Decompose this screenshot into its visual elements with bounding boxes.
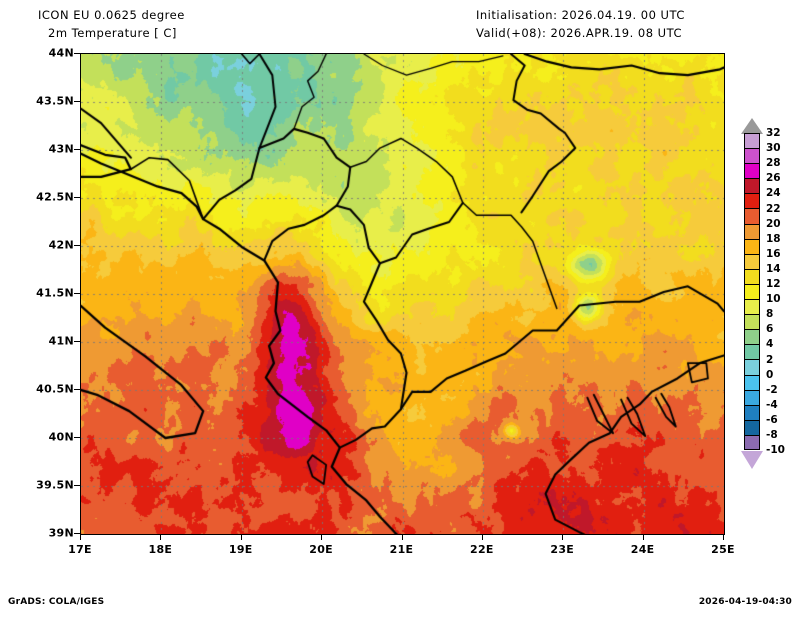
x-tick (562, 534, 564, 540)
y-tick-label: 41N (48, 334, 74, 348)
colorbar-tick-label: 6 (766, 323, 774, 336)
initialisation-text: Initialisation: 2026.04.19. 00 UTC (476, 8, 685, 22)
colorbar-tick-label: 32 (766, 127, 781, 139)
colorbar-tick-label: 4 (766, 338, 774, 351)
colorbar-under-arrow-icon (741, 451, 763, 469)
colorbar-cell[interactable] (744, 404, 760, 420)
y-tick (74, 485, 80, 486)
y-tick-label: 42.5N (36, 190, 74, 204)
colorbar-tick-label: 2 (766, 353, 774, 366)
colorbar-tick-label: 18 (766, 232, 781, 245)
colorbar-tick-label: 20 (766, 217, 781, 230)
colorbar-over-arrow-icon (741, 118, 763, 134)
colorbar-cell[interactable] (744, 268, 760, 284)
model-title: ICON EU 0.0625 degree (38, 8, 185, 22)
x-tick-label: 17E (68, 543, 92, 556)
y-tick (74, 149, 80, 150)
x-tick-label: 19E (228, 543, 253, 556)
y-tick-label: 39.5N (36, 478, 74, 492)
colorbar-tick-label: -6 (766, 413, 778, 426)
x-tick (160, 534, 162, 540)
colorbar-cell[interactable] (744, 208, 760, 224)
temperature-colorbar[interactable] (744, 133, 760, 450)
colorbar-tick-label: -4 (766, 398, 778, 411)
x-tick-label: 18E (148, 543, 173, 556)
colorbar-cell[interactable] (744, 253, 760, 269)
x-tick (481, 534, 483, 540)
x-tick-label: 25E (711, 543, 735, 556)
grads-credit: GrADS: COLA/IGES (8, 597, 105, 607)
colorbar-cell[interactable] (744, 283, 760, 300)
colorbar-cell[interactable] (744, 148, 760, 164)
colorbar-cell[interactable] (744, 344, 760, 360)
colorbar-cell[interactable] (744, 193, 760, 209)
valid-time-text: Valid(+08): 2026.APR.19. 08 UTC (476, 26, 682, 40)
y-tick (74, 245, 80, 246)
y-tick (74, 293, 80, 294)
colorbar-cell[interactable] (744, 223, 760, 239)
y-tick-label: 44N (48, 46, 74, 60)
colorbar-cell[interactable] (744, 389, 760, 405)
x-tick (321, 534, 323, 540)
y-tick (74, 53, 80, 54)
colorbar-tick-label: 12 (766, 278, 781, 290)
x-tick-label: 21E (389, 543, 414, 556)
y-tick (74, 197, 80, 198)
x-tick-label: 20E (309, 543, 333, 556)
colorbar-tick-label: 8 (766, 308, 774, 321)
y-tick (74, 101, 80, 102)
y-tick-label: 43.5N (36, 94, 74, 108)
x-tick (80, 534, 81, 540)
colorbar-cell[interactable] (744, 329, 760, 345)
y-tick-label: 41.5N (36, 286, 74, 300)
colorbar-cell[interactable] (744, 314, 760, 330)
colorbar-cell[interactable] (744, 238, 760, 254)
colorbar-tick-label: 24 (766, 187, 781, 200)
y-tick (74, 437, 80, 438)
x-tick-label: 22E (470, 543, 494, 556)
x-tick (642, 534, 644, 540)
y-tick (74, 533, 80, 534)
colorbar-tick-label: 16 (766, 247, 781, 260)
colorbar-tick-label: 28 (766, 157, 781, 170)
colorbar-tick-label: -2 (766, 383, 778, 396)
x-tick (240, 534, 242, 540)
x-tick-label: 24E (630, 543, 655, 556)
colorbar-cell[interactable] (744, 299, 760, 315)
colorbar-tick-label: 14 (766, 262, 781, 275)
colorbar-tick-label: 10 (766, 293, 781, 306)
render-stamp: 2026-04-19-04:30 (698, 597, 792, 607)
y-tick-label: 40.5N (36, 382, 74, 396)
map-plot-area[interactable] (80, 53, 725, 535)
colorbar-cell[interactable] (744, 178, 760, 194)
y-tick (74, 389, 80, 390)
y-tick-label: 43N (48, 142, 74, 156)
colorbar-cell[interactable] (744, 163, 760, 179)
colorbar-tick-label: 22 (766, 202, 781, 215)
colorbar-cell[interactable] (744, 434, 760, 450)
x-tick (401, 534, 403, 540)
field-title: 2m Temperature [ C] (48, 26, 177, 40)
colorbar-cell[interactable] (744, 374, 760, 390)
colorbar-cell[interactable] (744, 359, 760, 375)
colorbar-tick-label: -10 (766, 444, 785, 457)
y-tick-label: 40N (48, 430, 74, 444)
colorbar-tick-label: -8 (766, 429, 778, 441)
y-tick-label: 39N (48, 526, 74, 540)
x-tick-label: 23E (550, 543, 575, 556)
colorbar-tick-label: 26 (766, 172, 781, 185)
colorbar-cell[interactable] (744, 419, 760, 435)
colorbar-tick-label: 0 (766, 368, 774, 381)
colorbar-cell[interactable] (744, 133, 760, 149)
y-tick-label: 42N (48, 238, 74, 252)
colorbar-tick-label: 30 (766, 142, 781, 155)
temperature-contour-map (81, 54, 724, 534)
y-tick (74, 341, 80, 342)
x-tick (723, 534, 724, 540)
